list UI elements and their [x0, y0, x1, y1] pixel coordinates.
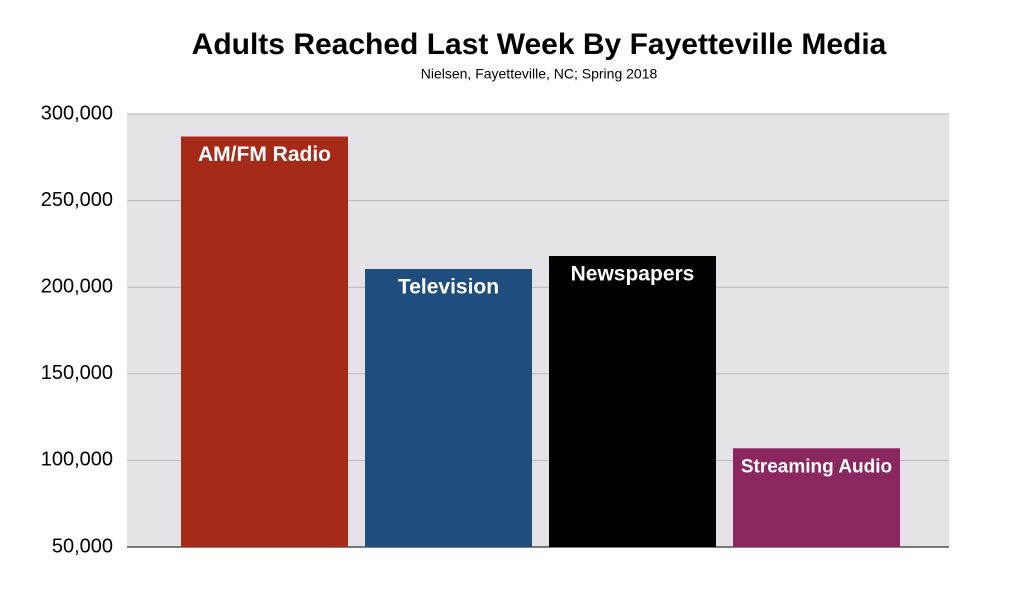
bar-label: Newspapers [571, 263, 695, 286]
bar [181, 136, 348, 548]
bar-label: Streaming Audio [741, 456, 892, 477]
bar [549, 256, 716, 547]
bar-label: Television [398, 276, 499, 299]
y-tick-label: 300,000 [41, 102, 113, 124]
y-tick-label: 250,000 [41, 189, 113, 211]
bar [365, 269, 532, 547]
bar [733, 448, 900, 547]
bar-label: AM/FM Radio [198, 143, 331, 166]
y-tick-label: 150,000 [41, 362, 113, 384]
chart-subtitle: Nielsen, Fayetteville, NC; Spring 2018 [421, 66, 658, 82]
y-tick-label: 200,000 [41, 275, 113, 297]
y-tick-label: 50,000 [52, 535, 113, 557]
chart-title: Adults Reached Last Week By Fayetteville… [192, 28, 887, 61]
y-tick-label: 100,000 [41, 449, 113, 471]
